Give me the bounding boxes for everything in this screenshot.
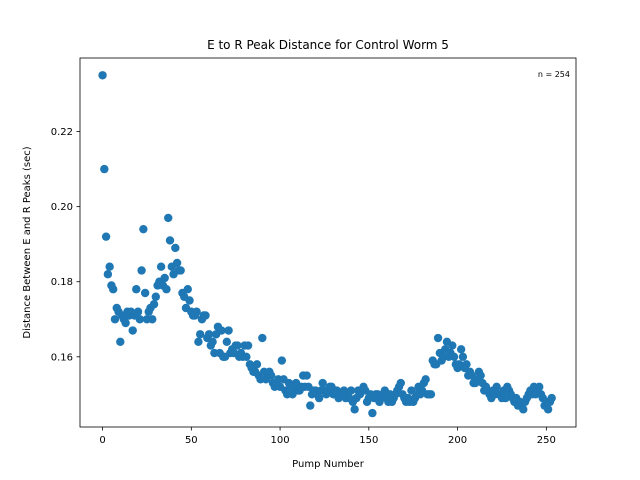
data-point xyxy=(306,401,315,410)
y-tick-label: 0.18 xyxy=(51,277,73,288)
data-point xyxy=(149,300,159,309)
data-point xyxy=(266,371,276,380)
data-point xyxy=(151,292,160,301)
data-point xyxy=(156,262,166,271)
data-point xyxy=(224,326,233,335)
data-point xyxy=(148,315,157,324)
data-point xyxy=(277,356,287,365)
data-point xyxy=(194,337,203,346)
data-point xyxy=(139,224,148,234)
plot-area xyxy=(80,58,576,427)
data-point xyxy=(101,232,111,241)
data-point xyxy=(172,258,182,268)
sample-size-annotation: n = 254 xyxy=(538,70,570,79)
y-axis-ticks: 0.16 0.18 0.20 0.22 xyxy=(51,127,80,363)
data-point xyxy=(162,285,171,294)
data-point xyxy=(462,360,471,369)
data-point xyxy=(208,337,217,346)
x-tick-label: 200 xyxy=(448,435,467,446)
data-point xyxy=(396,378,405,388)
data-point xyxy=(492,382,501,392)
data-points xyxy=(98,71,556,418)
data-point xyxy=(116,337,125,346)
x-tick-label: 250 xyxy=(537,435,556,446)
data-point xyxy=(368,408,377,418)
plot-frame xyxy=(79,57,577,428)
data-point xyxy=(192,307,201,316)
y-tick-label: 0.20 xyxy=(51,202,73,213)
data-point xyxy=(302,371,311,380)
data-point xyxy=(133,307,143,316)
data-point xyxy=(242,352,251,361)
data-point xyxy=(185,296,194,305)
data-point xyxy=(109,285,118,294)
data-point xyxy=(433,333,443,343)
data-point xyxy=(135,315,145,324)
data-point xyxy=(160,273,169,283)
data-point xyxy=(252,360,262,369)
data-point xyxy=(318,378,327,388)
data-point xyxy=(164,213,173,223)
data-point xyxy=(519,405,528,414)
data-point xyxy=(100,164,109,174)
x-tick-label: 100 xyxy=(271,435,290,446)
data-point xyxy=(110,315,120,324)
data-point xyxy=(137,266,146,275)
y-tick-label: 0.22 xyxy=(51,127,73,138)
data-point xyxy=(222,337,232,346)
data-point xyxy=(171,243,180,253)
data-point xyxy=(195,330,205,339)
y-axis-label: Distance Between E and R Peaks (sec) xyxy=(22,146,33,338)
data-point xyxy=(456,345,466,354)
data-point xyxy=(105,262,114,271)
data-point xyxy=(314,393,324,403)
data-point xyxy=(103,270,113,279)
data-point xyxy=(543,405,553,414)
data-point xyxy=(183,285,192,294)
x-axis-ticks: 0 50 100 150 200 250 xyxy=(99,427,556,446)
data-point xyxy=(165,236,175,245)
data-point xyxy=(217,326,226,335)
x-tick-label: 150 xyxy=(359,435,378,446)
data-point xyxy=(201,311,210,320)
data-point xyxy=(204,330,214,339)
data-point xyxy=(98,71,107,80)
y-tick-label: 0.16 xyxy=(51,352,73,363)
data-point xyxy=(121,318,130,328)
data-point xyxy=(258,333,267,343)
data-point xyxy=(243,341,253,350)
x-tick-label: 50 xyxy=(185,435,198,446)
x-axis-label: Pump Number xyxy=(292,459,365,470)
data-point xyxy=(426,390,436,399)
data-point xyxy=(476,371,485,380)
chart-title: E to R Peak Distance for Control Worm 5 xyxy=(207,38,449,52)
x-tick-label: 0 xyxy=(99,435,105,446)
data-point xyxy=(421,375,430,384)
data-point xyxy=(535,382,544,392)
data-point xyxy=(547,393,556,403)
data-point xyxy=(449,352,459,361)
data-point xyxy=(233,341,242,350)
data-point xyxy=(458,352,468,361)
data-point xyxy=(346,386,356,395)
data-point xyxy=(128,326,137,335)
data-point xyxy=(448,341,457,350)
data-point xyxy=(350,405,359,414)
data-point xyxy=(132,285,141,294)
data-point xyxy=(176,266,185,275)
data-point xyxy=(140,288,150,298)
